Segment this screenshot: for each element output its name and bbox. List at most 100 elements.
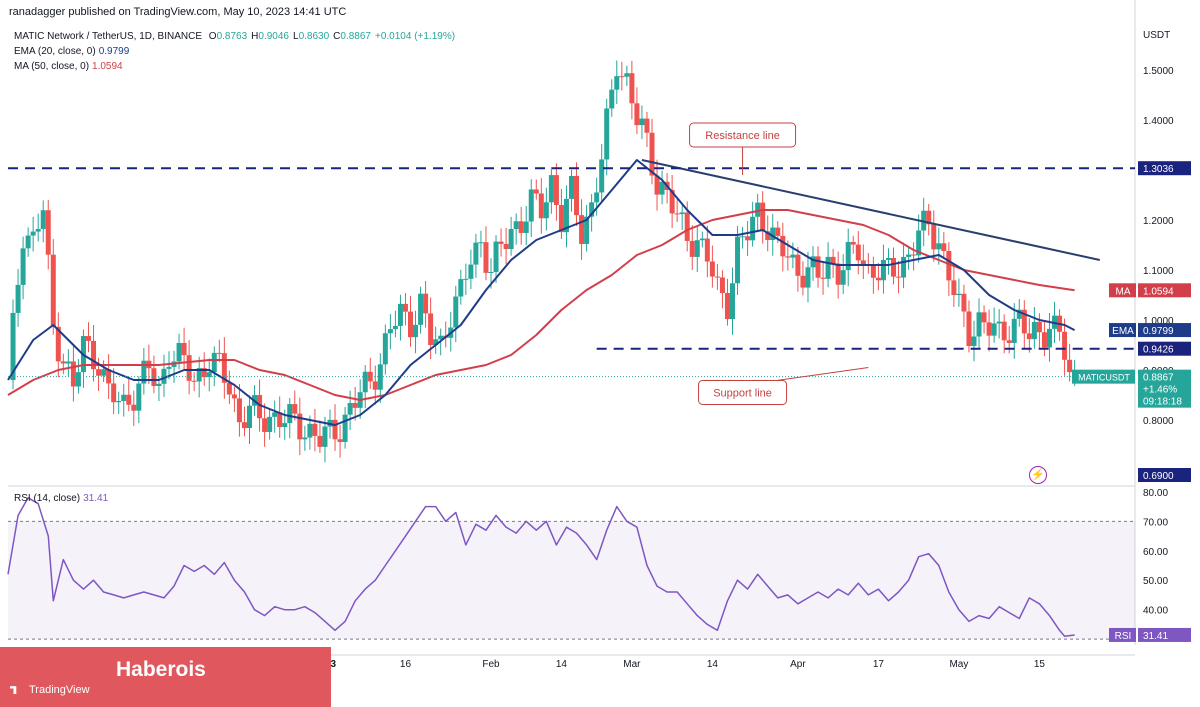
candle[interactable] — [548, 166, 554, 214]
candle[interactable] — [1062, 318, 1068, 376]
candle[interactable] — [116, 391, 122, 414]
candle[interactable] — [317, 420, 323, 453]
candle[interactable] — [106, 354, 112, 399]
candle[interactable] — [60, 353, 66, 375]
symbol-title[interactable]: MATIC Network / TetherUS, 1D, BINANCE — [14, 31, 203, 42]
candle[interactable] — [221, 337, 227, 399]
candle[interactable] — [312, 409, 318, 452]
candle[interactable] — [584, 204, 590, 252]
candle[interactable] — [533, 179, 539, 200]
ema-legend[interactable]: EMA (20, close, 0) 0.9799 — [14, 46, 129, 57]
candle[interactable] — [714, 263, 720, 290]
candle[interactable] — [231, 386, 237, 413]
candle[interactable] — [392, 310, 398, 338]
candle[interactable] — [569, 169, 574, 212]
candle[interactable] — [91, 325, 97, 382]
candle[interactable] — [15, 268, 21, 327]
candle[interactable] — [267, 408, 273, 440]
candle[interactable] — [644, 111, 650, 147]
candle[interactable] — [30, 216, 36, 252]
ema-20-line[interactable] — [7, 159, 1076, 426]
candle[interactable] — [171, 350, 177, 383]
candle[interactable] — [1001, 314, 1007, 354]
candle[interactable] — [1031, 306, 1037, 349]
candle[interactable] — [991, 307, 997, 343]
candle[interactable] — [629, 60, 635, 120]
candle[interactable] — [966, 300, 972, 353]
candle[interactable] — [413, 310, 419, 354]
candle[interactable] — [709, 245, 715, 288]
candle[interactable] — [855, 231, 861, 275]
rsi-tag[interactable]: RSI 31.41 — [1109, 627, 1191, 642]
candle[interactable] — [75, 359, 81, 394]
candle[interactable] — [468, 249, 474, 290]
candle[interactable] — [896, 260, 902, 294]
candle[interactable] — [820, 262, 826, 295]
candle[interactable] — [277, 396, 283, 438]
candle[interactable] — [891, 247, 896, 285]
candle[interactable] — [161, 354, 167, 397]
candle[interactable] — [860, 244, 866, 280]
candle[interactable] — [936, 227, 942, 265]
candle[interactable] — [745, 220, 751, 256]
candle[interactable] — [885, 248, 891, 275]
candle[interactable] — [719, 270, 725, 309]
candle[interactable] — [956, 278, 962, 307]
candle[interactable] — [483, 226, 489, 281]
candle[interactable] — [408, 295, 413, 347]
candle[interactable] — [423, 280, 429, 328]
ma-legend[interactable]: MA (50, close, 0) 1.0594 — [14, 61, 123, 72]
candle[interactable] — [297, 397, 303, 456]
rsi-legend[interactable]: RSI (14, close) 31.41 — [14, 493, 108, 504]
candle[interactable] — [1041, 320, 1047, 357]
candle[interactable] — [322, 416, 328, 463]
candle[interactable] — [216, 339, 222, 363]
candle[interactable] — [976, 298, 982, 349]
candle[interactable] — [755, 193, 761, 233]
ma-50-line[interactable] — [7, 209, 1075, 401]
candle[interactable] — [458, 269, 464, 305]
candle[interactable] — [780, 222, 786, 272]
candle[interactable] — [86, 322, 91, 353]
candle[interactable] — [10, 299, 16, 390]
candle[interactable] — [151, 355, 157, 394]
candle[interactable] — [543, 187, 549, 231]
candle[interactable] — [639, 105, 645, 140]
candle[interactable] — [1021, 300, 1027, 349]
candle[interactable] — [845, 228, 851, 287]
candle[interactable] — [387, 314, 393, 350]
candle[interactable] — [186, 340, 192, 395]
candle[interactable] — [694, 226, 700, 272]
candle[interactable] — [996, 309, 1002, 339]
candle[interactable] — [579, 199, 585, 260]
candle[interactable] — [141, 348, 147, 395]
candle[interactable] — [971, 320, 977, 362]
candle[interactable] — [478, 230, 484, 258]
candle[interactable] — [302, 425, 308, 451]
candle[interactable] — [35, 213, 41, 242]
candle[interactable] — [518, 206, 524, 245]
candle[interactable] — [649, 118, 655, 185]
resistance-trendline[interactable] — [641, 159, 1100, 261]
candle[interactable] — [906, 247, 912, 270]
candle[interactable] — [916, 214, 922, 263]
price-tag[interactable]: 1.0594 MA — [1109, 283, 1191, 298]
candle[interactable] — [931, 210, 937, 262]
candle[interactable] — [724, 278, 730, 326]
price-tag[interactable]: 0.9426 — [1138, 341, 1191, 356]
candle[interactable] — [951, 265, 957, 307]
rsi-line[interactable] — [7, 497, 1075, 637]
candle[interactable] — [70, 345, 76, 402]
candle[interactable] — [1046, 312, 1052, 362]
candle[interactable] — [337, 424, 343, 458]
candle[interactable] — [65, 349, 71, 377]
lightning-icon[interactable]: ⚡ — [1029, 466, 1047, 484]
candle[interactable] — [211, 346, 217, 387]
candle[interactable] — [946, 242, 952, 296]
candle[interactable] — [790, 242, 796, 269]
candle[interactable] — [55, 312, 61, 378]
candle[interactable] — [574, 162, 580, 226]
candle[interactable] — [292, 390, 298, 421]
candle[interactable] — [1026, 318, 1032, 353]
